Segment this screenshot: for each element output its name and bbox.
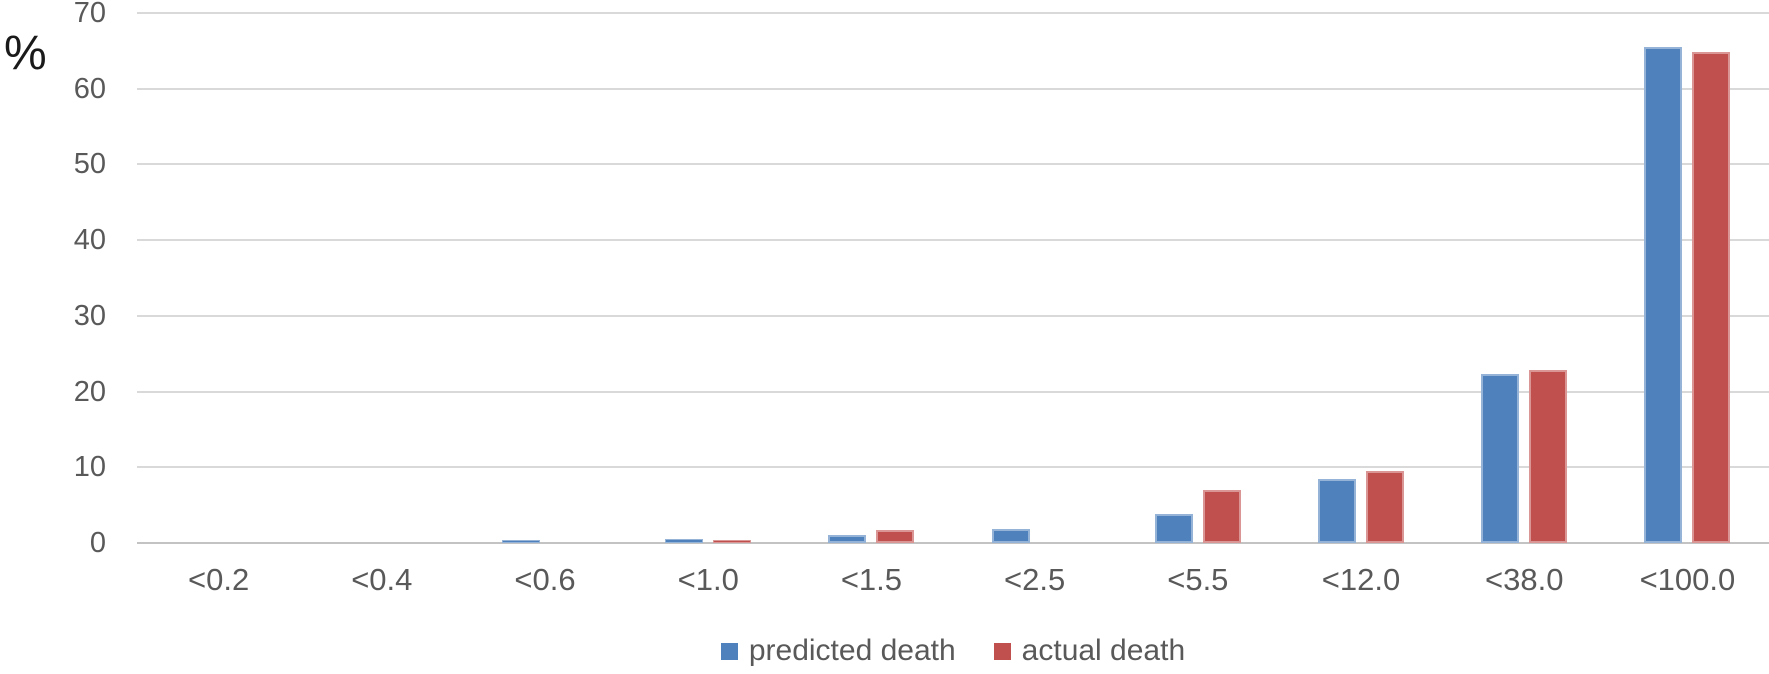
x-tick-label: <38.0 — [1485, 562, 1564, 597]
bar-actual-death — [1692, 51, 1731, 543]
gridline — [137, 466, 1769, 469]
y-tick-label: 30 — [73, 299, 106, 332]
bar-predicted-death — [1644, 47, 1683, 543]
bar-predicted-death — [828, 535, 867, 543]
bar-actual-death — [876, 530, 915, 543]
bar-group — [463, 13, 626, 543]
legend-item-predicted-death: predicted death — [720, 633, 956, 669]
legend-label: predicted death — [748, 634, 956, 667]
bar-predicted-death — [1317, 478, 1356, 543]
x-tick-label: <2.5 — [1004, 562, 1066, 597]
y-tick-label: 70 — [73, 0, 106, 29]
x-tick-label: <1.5 — [840, 562, 903, 597]
bar-group — [627, 13, 790, 543]
y-tick-label: 40 — [73, 224, 106, 257]
bar-actual-death — [1529, 370, 1568, 543]
bar-group — [953, 13, 1116, 543]
x-axis: <0.2 <0.4 <0.6 <1.0 <1.5 <2.5 <5.5 <12.0 <38.0 <1… — [137, 561, 1769, 599]
y-axis: 0 10 20 30 40 50 60 70 — [0, 0, 106, 558]
bar-group — [1279, 13, 1442, 543]
y-tick-label: 10 — [73, 451, 106, 484]
gridline — [137, 12, 1769, 14]
y-tick-label: 50 — [73, 148, 106, 181]
legend-swatch-actual-death — [993, 642, 1011, 660]
bar-predicted-death — [991, 528, 1030, 543]
legend-item-actual-death: actual death — [993, 633, 1186, 669]
gridline — [137, 390, 1769, 393]
bar-predicted-death — [665, 538, 704, 543]
legend: predicted death actual death — [137, 633, 1769, 669]
bar-predicted-death — [1154, 514, 1193, 543]
gridline — [137, 87, 1769, 90]
bar-actual-death — [1365, 471, 1404, 543]
bar-group — [1606, 13, 1769, 543]
bar-group — [1116, 13, 1279, 543]
y-axis-unit-label: % — [4, 27, 47, 80]
gridline — [137, 239, 1769, 242]
bar-predicted-death — [501, 540, 540, 543]
x-tick-label: <0.6 — [514, 562, 576, 597]
bar-group — [790, 13, 953, 543]
y-tick-label: 20 — [73, 375, 106, 408]
x-tick-label: <0.4 — [351, 562, 413, 597]
gridline — [137, 163, 1769, 166]
legend-swatch-predicted-death — [720, 642, 738, 660]
y-tick-label: 0 — [89, 527, 106, 559]
x-tick-label: <0.2 — [188, 562, 250, 597]
y-tick-label: 60 — [73, 72, 106, 105]
bar-group — [300, 13, 463, 543]
bar-group — [1443, 13, 1606, 543]
legend-label: actual death — [1021, 634, 1186, 667]
x-tick-label: <100.0 — [1639, 562, 1736, 597]
bar-group — [137, 13, 300, 543]
bar-actual-death — [713, 540, 752, 543]
x-tick-label: <12.0 — [1321, 562, 1401, 597]
axis-baseline — [137, 542, 1769, 544]
x-tick-label: <1.0 — [677, 562, 739, 597]
bar-actual-death — [1202, 490, 1241, 543]
plot-area — [137, 12, 1769, 544]
bar-predicted-death — [1481, 374, 1520, 543]
gridline — [137, 314, 1769, 317]
x-tick-label: <5.5 — [1167, 562, 1229, 597]
